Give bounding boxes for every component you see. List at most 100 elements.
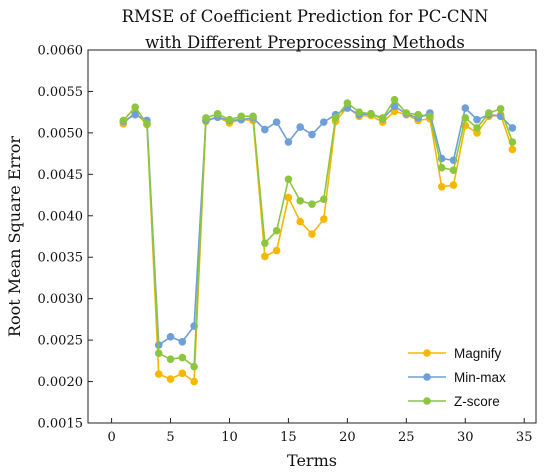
legend-label: Min-max — [454, 370, 506, 385]
data-point — [402, 109, 411, 117]
y-tick-label: 0.0055 — [38, 85, 84, 100]
data-point — [437, 163, 446, 172]
data-point — [202, 114, 210, 122]
data-point — [319, 118, 328, 126]
data-point — [272, 246, 281, 255]
data-point — [261, 252, 269, 261]
data-point — [473, 124, 481, 132]
chart-title-line-2: with Different Preprocessing Methods — [145, 33, 465, 52]
data-point — [485, 109, 493, 117]
y-tick-label: 0.0040 — [38, 209, 84, 224]
data-point — [390, 95, 399, 104]
data-point — [296, 217, 305, 226]
data-point — [131, 103, 139, 111]
series-line — [122, 105, 513, 347]
legend-item: Magnify — [408, 346, 502, 361]
series-line — [122, 106, 514, 384]
data-point — [414, 110, 422, 119]
data-point — [473, 115, 481, 124]
data-point — [449, 166, 458, 174]
legend-swatch-marker — [423, 349, 431, 357]
y-tick-label: 0.0050 — [38, 126, 84, 141]
data-point — [119, 116, 128, 125]
data-point — [308, 200, 316, 208]
data-point — [496, 105, 505, 113]
data-point — [437, 182, 446, 191]
legend-item: Min-max — [408, 370, 506, 385]
data-point — [378, 114, 387, 122]
legend-swatch-marker — [423, 373, 431, 381]
legend-item: Z-score — [408, 394, 500, 409]
data-point — [426, 112, 434, 121]
data-point — [154, 370, 163, 378]
legend-label: Z-score — [454, 394, 500, 409]
y-tick-label: 0.0020 — [38, 375, 84, 390]
data-point — [284, 193, 293, 202]
data-point — [296, 197, 305, 205]
data-point — [319, 195, 328, 203]
data-point — [154, 349, 163, 358]
data-point — [508, 145, 517, 154]
x-tick-label: 5 — [166, 430, 174, 445]
y-axis: 0.0015 0.0020 0.0025 0.0030 0.0035 0.0040 0.00… — [38, 44, 93, 432]
x-axis: 0 5 10 15 20 25 30 35 — [107, 418, 532, 445]
data-point — [390, 102, 399, 111]
chart-title-line-1: RMSE of Coefficient Prediction for PC-CN… — [121, 7, 489, 26]
x-tick-label: 35 — [516, 430, 533, 445]
data-point — [178, 369, 187, 378]
data-point — [261, 125, 269, 134]
data-point — [166, 355, 175, 363]
series-line — [122, 98, 514, 369]
x-tick-label: 30 — [457, 430, 474, 445]
data-point — [284, 138, 293, 146]
legend-label: Magnify — [454, 346, 502, 361]
data-point — [508, 138, 517, 146]
x-tick-label: 0 — [107, 430, 115, 445]
data-point — [178, 353, 187, 362]
data-point — [331, 114, 340, 122]
data-point — [143, 119, 151, 128]
data-point — [166, 332, 175, 341]
data-point — [508, 124, 517, 132]
data-point — [190, 362, 198, 371]
data-point — [296, 123, 305, 131]
x-tick-label: 15 — [280, 430, 297, 445]
data-point — [308, 130, 316, 139]
y-tick-label: 0.0060 — [38, 44, 84, 59]
data-point — [249, 112, 257, 121]
data-point — [166, 375, 175, 383]
data-point — [237, 112, 246, 121]
x-tick-label: 10 — [221, 430, 238, 445]
data-point — [461, 114, 470, 122]
data-point — [355, 108, 363, 116]
data-point — [449, 181, 458, 189]
data-point — [343, 99, 352, 107]
x-axis-label: Terms — [287, 451, 337, 470]
chart-title: RMSE of Coefficient Prediction for PC-CN… — [60, 4, 550, 56]
data-point — [225, 115, 234, 124]
data-point — [319, 215, 328, 223]
data-point — [178, 337, 187, 346]
y-tick-label: 0.0030 — [38, 292, 84, 307]
data-point — [190, 377, 198, 386]
data-point — [461, 104, 470, 112]
y-tick-label: 0.0025 — [38, 334, 84, 349]
y-tick-label: 0.0015 — [38, 417, 84, 432]
data-point — [272, 118, 281, 126]
data-point — [308, 230, 316, 238]
plot-frame — [87, 49, 537, 424]
data-point — [367, 110, 375, 118]
series-layer — [119, 95, 517, 386]
data-point — [284, 175, 293, 184]
legend-swatch-marker — [423, 397, 431, 405]
x-tick-label: 25 — [398, 430, 415, 445]
data-point — [272, 226, 281, 235]
data-point — [131, 110, 139, 119]
legend: Magnify Min-max Z-score — [408, 346, 506, 409]
series-z-score — [119, 95, 517, 371]
y-tick-label: 0.0035 — [38, 251, 84, 266]
data-point — [261, 239, 269, 247]
x-tick-label: 20 — [339, 430, 356, 445]
data-point — [213, 110, 222, 118]
